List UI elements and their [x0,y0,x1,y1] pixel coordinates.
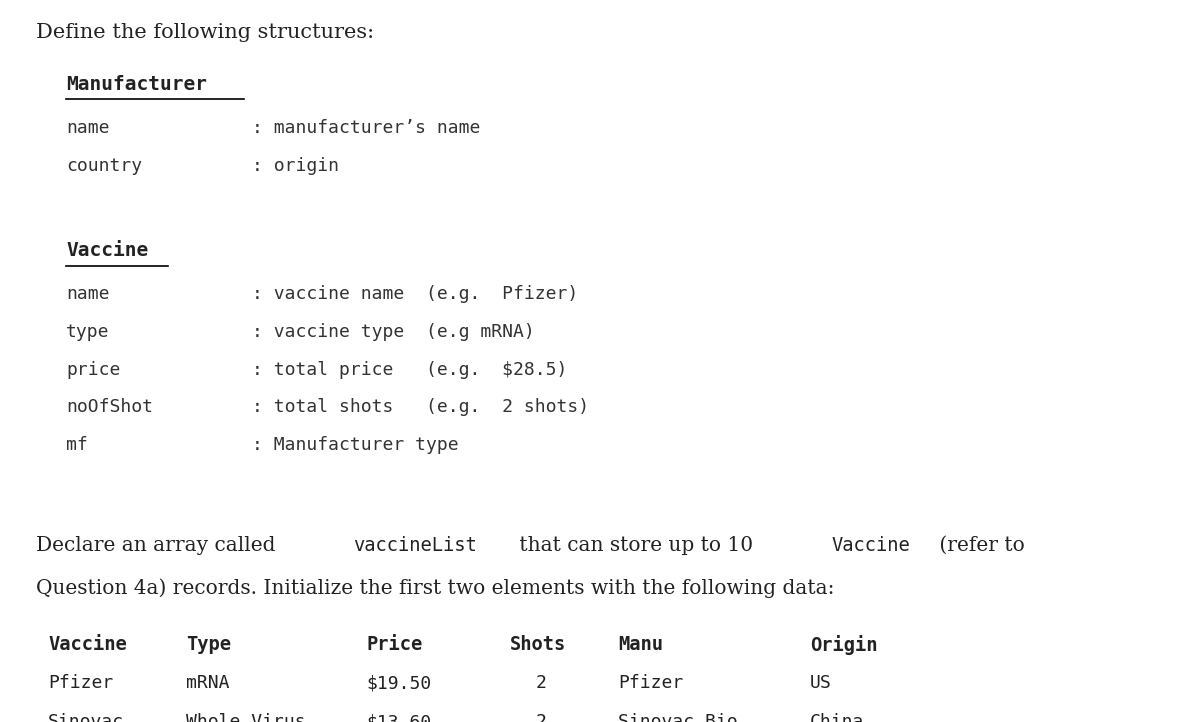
Text: Shots: Shots [510,635,566,654]
Text: : total shots   (e.g.  2 shots): : total shots (e.g. 2 shots) [252,399,589,417]
Text: : Manufacturer type: : Manufacturer type [252,436,458,454]
Text: Pfizer: Pfizer [48,674,113,692]
Text: Manufacturer: Manufacturer [66,75,208,94]
Text: $13.60: $13.60 [366,713,431,722]
Text: mf: mf [66,436,88,454]
Text: 2: 2 [535,713,547,722]
Text: Price: Price [366,635,422,654]
Text: Vaccine: Vaccine [48,635,127,654]
Text: Origin: Origin [810,635,877,655]
Text: that can store up to 10: that can store up to 10 [512,536,760,554]
Text: : total price   (e.g.  $28.5): : total price (e.g. $28.5) [252,361,568,379]
Text: China: China [810,713,864,722]
Text: Declare an array called: Declare an array called [36,536,282,554]
Text: Type: Type [186,635,230,654]
Text: Manu: Manu [618,635,662,654]
Text: : vaccine type  (e.g mRNA): : vaccine type (e.g mRNA) [252,323,535,341]
Text: country: country [66,157,142,175]
Text: $19.50: $19.50 [366,674,431,692]
Text: Vaccine: Vaccine [66,241,149,260]
Text: Pfizer: Pfizer [618,674,683,692]
Text: type: type [66,323,109,341]
Text: Sinovac: Sinovac [48,713,124,722]
Text: vaccineList: vaccineList [353,536,478,554]
Text: Sinovac Bio: Sinovac Bio [618,713,738,722]
Text: 2: 2 [535,674,547,692]
Text: Vaccine: Vaccine [830,536,910,554]
Text: noOfShot: noOfShot [66,399,154,417]
Text: Whole Virus: Whole Virus [186,713,306,722]
Text: : manufacturer’s name: : manufacturer’s name [252,119,480,137]
Text: : origin: : origin [252,157,340,175]
Text: : vaccine name  (e.g.  Pfizer): : vaccine name (e.g. Pfizer) [252,285,578,303]
Text: (refer to: (refer to [932,536,1025,554]
Text: Define the following structures:: Define the following structures: [36,23,374,42]
Text: Question 4a) records. Initialize the first two elements with the following data:: Question 4a) records. Initialize the fir… [36,578,834,598]
Text: name: name [66,285,109,303]
Text: name: name [66,119,109,137]
Text: price: price [66,361,120,379]
Text: mRNA: mRNA [186,674,229,692]
Text: US: US [810,674,832,692]
